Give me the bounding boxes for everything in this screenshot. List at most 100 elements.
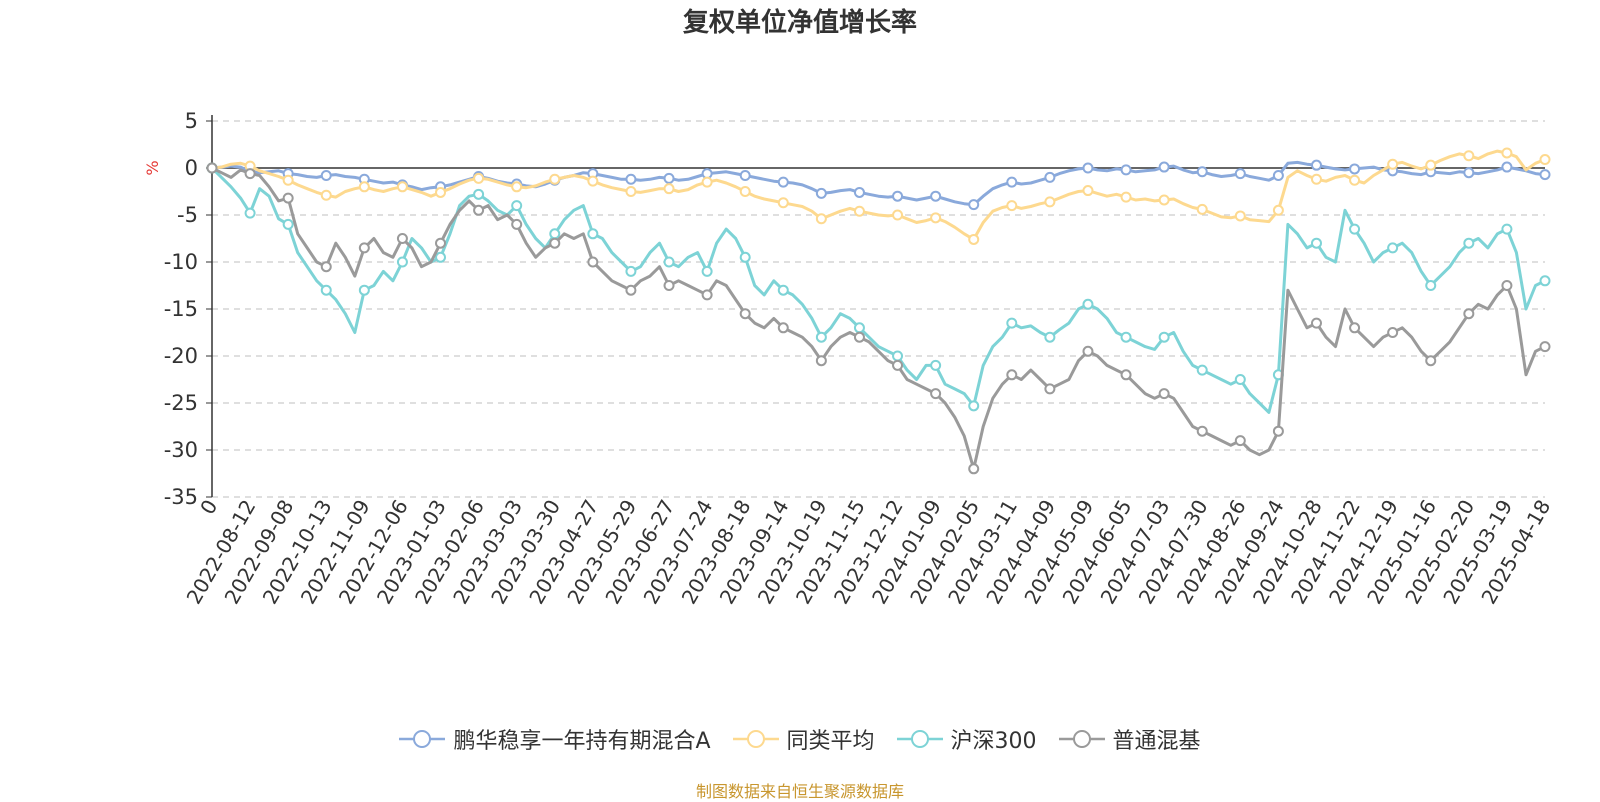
data-point	[473, 172, 485, 184]
data-point	[663, 172, 675, 184]
legend-item[interactable]: 沪深300	[896, 723, 1037, 755]
series-line	[211, 160, 1546, 207]
data-point	[625, 186, 637, 197]
data-point	[320, 189, 332, 201]
data-point	[853, 322, 865, 334]
series-line	[211, 149, 1546, 241]
data-point	[1349, 174, 1361, 186]
data-point	[1120, 164, 1132, 176]
data-point	[1425, 159, 1437, 171]
data-point	[1463, 150, 1475, 162]
data-point	[930, 388, 942, 400]
data-point	[1158, 331, 1170, 343]
x-tick-label: 0	[195, 496, 222, 519]
data-point	[1196, 425, 1208, 437]
data-point	[1310, 237, 1322, 249]
data-point	[435, 186, 447, 198]
data-point	[853, 331, 865, 343]
series-3	[206, 162, 1551, 475]
data-point	[1082, 162, 1094, 174]
legend-item[interactable]: 普通混基	[1058, 723, 1201, 755]
data-point	[1082, 345, 1094, 357]
data-point	[739, 170, 751, 182]
data-point	[282, 218, 294, 230]
data-point	[473, 204, 485, 216]
y-tick-label: -10	[164, 250, 198, 274]
data-point	[892, 190, 904, 202]
series-line	[211, 166, 1546, 471]
data-point	[282, 174, 294, 186]
data-point	[777, 322, 789, 334]
data-point	[1234, 168, 1246, 180]
legend-swatch-marker	[910, 730, 929, 748]
legend-label: 普通混基	[1112, 729, 1201, 754]
data-point	[663, 280, 675, 291]
data-point	[739, 251, 751, 263]
data-point	[1006, 369, 1018, 381]
data-point	[1463, 308, 1475, 320]
data-point	[587, 228, 599, 240]
data-point	[1310, 173, 1322, 185]
data-point	[739, 186, 751, 197]
data-point	[968, 199, 980, 211]
y-axis-unit: %	[143, 160, 162, 175]
data-point	[1158, 194, 1170, 206]
y-tick-label: 0	[185, 156, 198, 180]
data-point	[1044, 331, 1056, 343]
data-point	[511, 181, 523, 193]
data-point	[1539, 169, 1551, 181]
legend-swatch-marker	[746, 730, 765, 748]
data-point	[815, 213, 827, 225]
data-point	[1349, 163, 1361, 175]
data-point	[777, 284, 789, 296]
series-1	[206, 147, 1551, 245]
data-point	[1425, 280, 1437, 291]
data-point	[625, 265, 637, 277]
legend-swatch	[732, 730, 779, 748]
data-point	[1310, 317, 1322, 329]
legend-swatch-marker	[413, 730, 432, 748]
data-point	[1539, 275, 1551, 287]
data-point	[663, 183, 675, 195]
data-point	[1272, 204, 1284, 216]
legend-label: 沪深300	[950, 729, 1037, 754]
data-point	[1006, 200, 1018, 212]
data-point	[892, 209, 904, 221]
data-point	[1044, 196, 1056, 208]
legend-swatch	[1058, 730, 1105, 748]
y-tick-label: 5	[185, 109, 198, 133]
legend-item[interactable]: 同类平均	[732, 723, 875, 755]
data-point	[853, 205, 865, 217]
y-tick-label: -30	[164, 438, 198, 462]
data-point	[1539, 154, 1551, 166]
data-point	[358, 242, 370, 254]
data-point	[892, 359, 904, 371]
data-point	[1539, 341, 1551, 353]
data-point	[320, 170, 332, 182]
data-point	[435, 237, 447, 249]
chart-title: 复权单位净值增长率	[682, 8, 917, 38]
data-point	[244, 207, 256, 219]
data-point	[739, 308, 751, 320]
data-point	[1082, 298, 1094, 310]
data-point	[625, 284, 637, 296]
data-point	[587, 175, 599, 187]
data-point	[549, 173, 561, 185]
data-point	[358, 284, 370, 296]
series-2	[206, 162, 1551, 414]
data-point	[815, 355, 827, 367]
data-point	[1196, 203, 1208, 215]
data-point	[853, 186, 865, 198]
data-point	[625, 173, 637, 185]
data-point	[1044, 383, 1056, 395]
y-tick-label: -25	[164, 391, 198, 415]
data-point	[1463, 167, 1475, 179]
data-point	[1234, 210, 1246, 222]
data-point	[1082, 185, 1094, 197]
data-point	[815, 187, 827, 199]
data-point	[1234, 435, 1246, 447]
data-point	[815, 331, 827, 343]
legend-item[interactable]: 鹏华稳享一年持有期混合A	[399, 723, 711, 755]
data-point	[1044, 171, 1056, 183]
